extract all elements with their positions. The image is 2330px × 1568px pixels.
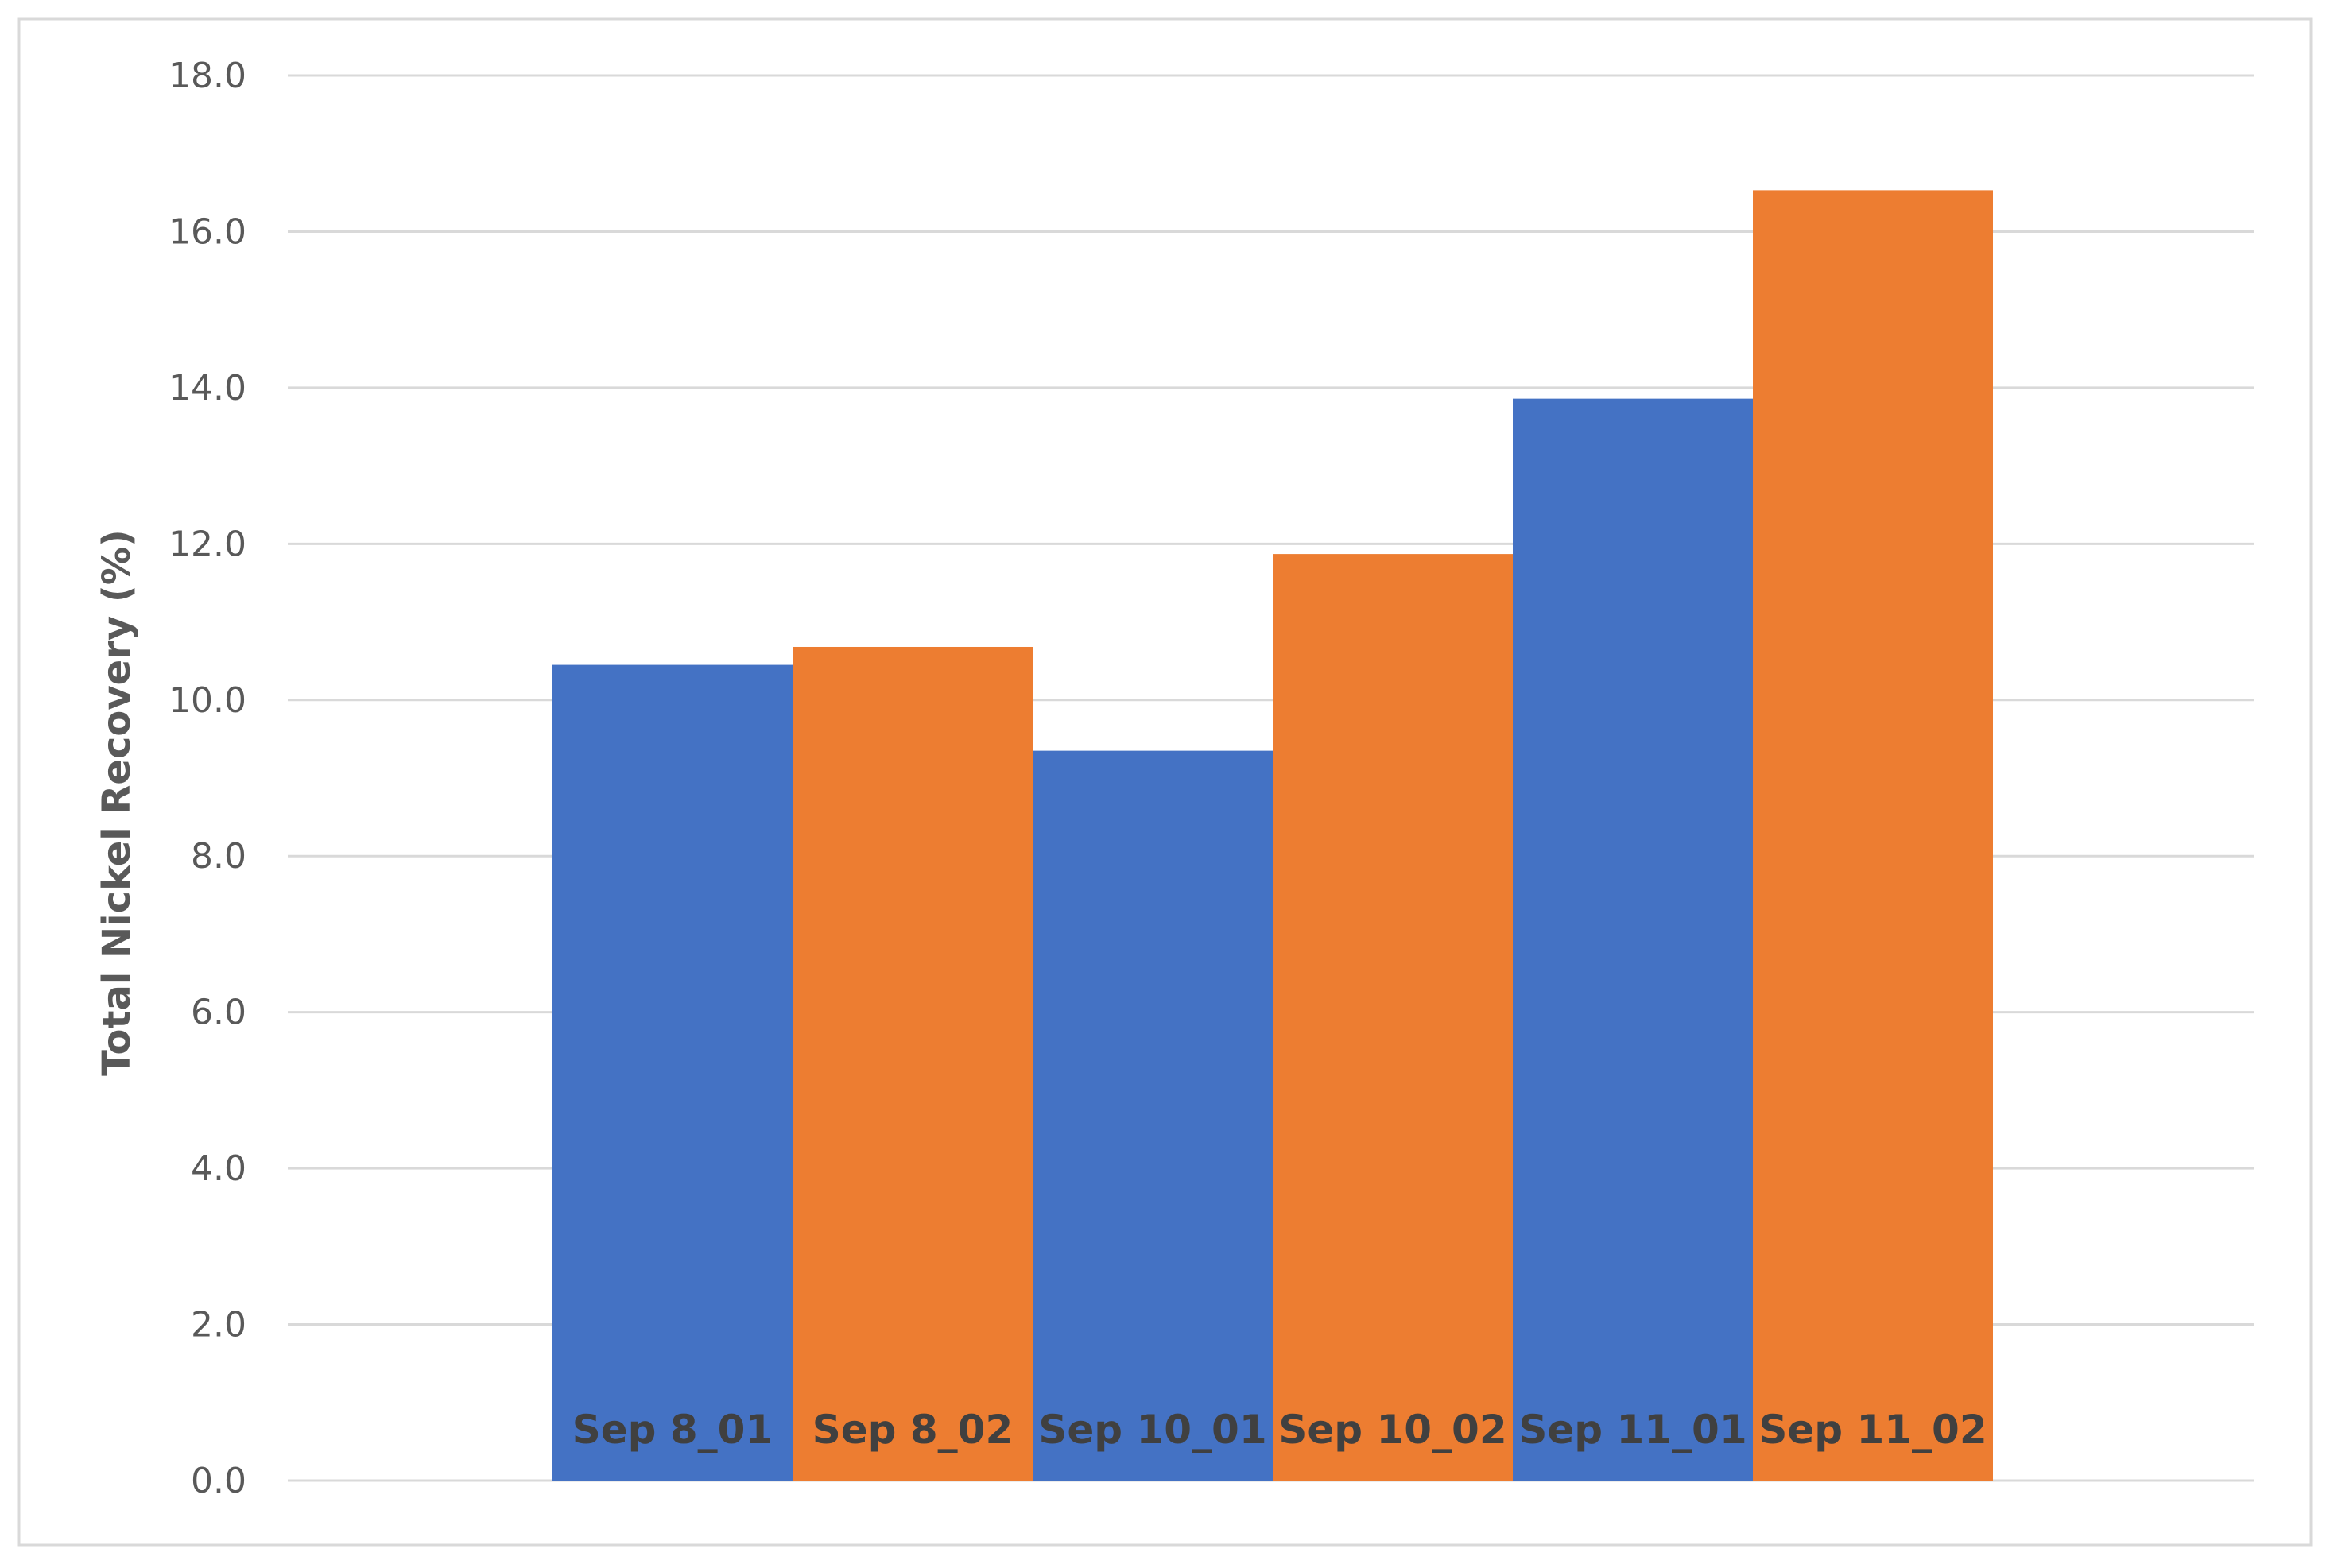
bar — [1513, 398, 1753, 1481]
bars — [552, 190, 1993, 1481]
bar-category-label: Sep 8_01 — [572, 1407, 773, 1453]
y-tick-label: 6.0 — [191, 993, 246, 1033]
bar-category-labels: Sep 8_01 Sep 8_02 Sep 10_01 Sep 10_02 Sep 11… — [572, 1407, 1987, 1453]
bar-category-label: Sep 11_02 — [1758, 1407, 1987, 1453]
y-tick-label: 0.0 — [191, 1461, 246, 1501]
bar — [1273, 554, 1513, 1481]
bar-category-label: Sep 10_01 — [1038, 1407, 1266, 1453]
bar — [552, 664, 793, 1481]
y-tick-label: 8.0 — [191, 836, 246, 877]
y-tick-label: 12.0 — [169, 524, 246, 564]
bar-category-label: Sep 8_02 — [812, 1407, 1014, 1453]
y-tick-label: 18.0 — [169, 56, 246, 96]
bar — [1753, 190, 1993, 1481]
y-axis-title: Total Nickel Recovery (%) — [95, 529, 139, 1076]
y-tick-label: 16.0 — [169, 211, 246, 252]
y-tick-label: 14.0 — [169, 368, 246, 408]
y-tick-label: 10.0 — [169, 680, 246, 721]
bar-category-label: Sep 10_02 — [1278, 1407, 1506, 1453]
bar — [1033, 750, 1273, 1481]
y-axis-tick-labels: 0.0 2.0 4.0 6.0 8.0 10.0 12.0 14.0 16.0 18.0 — [169, 56, 246, 1501]
bar-category-label: Sep 11_01 — [1518, 1407, 1747, 1453]
y-tick-label: 2.0 — [191, 1305, 246, 1345]
y-tick-label: 4.0 — [191, 1148, 246, 1189]
bar — [793, 646, 1033, 1481]
